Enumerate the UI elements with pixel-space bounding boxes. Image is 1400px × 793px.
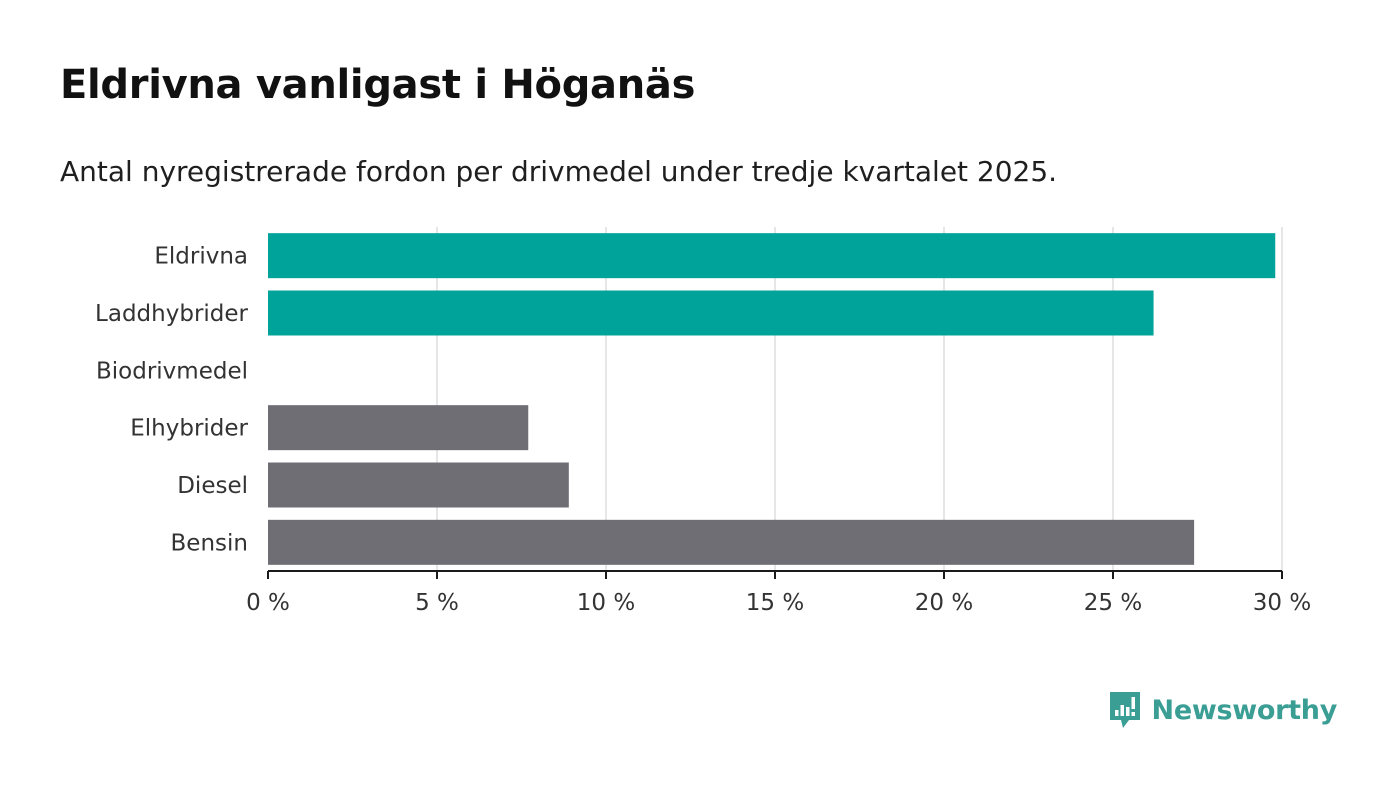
brand-logo: Newsworthy	[1108, 690, 1337, 730]
bar-diesel	[268, 462, 569, 508]
x-axis: 0 % 5 % 10 % 15 % 20 % 25 % 30 %	[246, 570, 1311, 616]
category-label: Laddhybrider	[95, 301, 248, 327]
chart-subtitle: Antal nyregistrerade fordon per drivmede…	[60, 155, 1058, 188]
x-tick-label: 30 %	[1253, 590, 1311, 616]
category-label: Biodrivmedel	[96, 358, 248, 384]
category-labels: Eldrivna Laddhybrider Biodrivmedel Elhybrid…	[95, 244, 248, 557]
category-label: Bensin	[171, 530, 248, 556]
bar-eldrivna	[268, 233, 1276, 279]
bars	[268, 233, 1276, 565]
x-tick-label: 0 %	[246, 590, 290, 616]
chart-title: Eldrivna vanligast i Höganäs	[60, 62, 696, 108]
category-label: Eldrivna	[154, 244, 248, 270]
x-tick-label: 5 %	[415, 590, 459, 616]
brand-name: Newsworthy	[1151, 694, 1338, 726]
bar-laddhybrider	[268, 290, 1154, 336]
x-tick-label: 10 %	[577, 590, 635, 616]
x-tick-label: 15 %	[746, 590, 804, 616]
category-label: Elhybrider	[130, 416, 248, 442]
x-tick-label: 20 %	[915, 590, 973, 616]
newsworthy-logo-icon	[1109, 692, 1140, 728]
bar-elhybrider	[268, 405, 529, 451]
x-tick-label: 25 %	[1084, 590, 1142, 616]
bar-bensin	[268, 519, 1195, 565]
grid-lines	[436, 227, 1283, 571]
category-label: Diesel	[177, 473, 248, 499]
